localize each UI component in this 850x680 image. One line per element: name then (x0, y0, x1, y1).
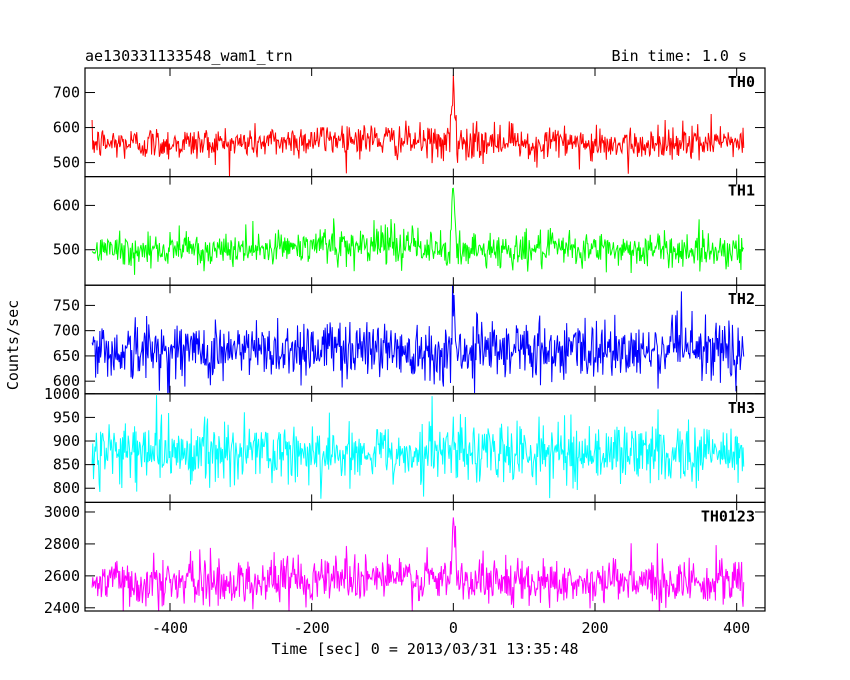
y-tick-label: 900 (53, 432, 80, 450)
series-th2 (91, 285, 745, 394)
series-th1 (91, 187, 745, 275)
x-tick-label: 400 (723, 619, 750, 637)
x-tick-label: -200 (294, 619, 330, 637)
y-tick-label: 2800 (44, 535, 80, 553)
x-tick-label: 200 (581, 619, 608, 637)
y-tick-label: 700 (53, 322, 80, 340)
panel-th1: 500 600 TH1 (53, 176, 766, 286)
y-axis-label: Counts/sec (4, 300, 22, 390)
y-tick-label: 600 (53, 196, 80, 214)
panel-label-th0123: TH0123 (701, 507, 755, 525)
panel-frame (84, 67, 766, 178)
y-tick-label: 500 (53, 154, 80, 172)
y-tick-label: 850 (53, 456, 80, 474)
panel-label-th0: TH0 (728, 73, 755, 91)
y-tick-label: 1000 (44, 385, 80, 403)
panel-th0: 500 600 700 TH0 (53, 67, 766, 178)
x-axis-label: Time [sec] 0 = 2013/03/31 13:35:48 (271, 640, 578, 658)
series-th3 (91, 395, 745, 499)
panel-frame (84, 501, 766, 612)
panel-frame (84, 176, 766, 286)
chart-title-left: ae130331133548_wam1_trn (85, 47, 293, 65)
y-tick-label: 2400 (44, 599, 80, 617)
panel-label-th3: TH3 (728, 399, 755, 417)
panel-label-th1: TH1 (728, 182, 755, 200)
chart-title-right: Bin time: 1.0 s (612, 47, 747, 65)
panel-th3: 800 850 900 950 1000 TH3 (44, 385, 766, 503)
y-tick-label: 750 (53, 296, 80, 314)
series-th0 (91, 74, 745, 177)
series-th0123 (91, 517, 745, 611)
panel-label-th2: TH2 (728, 290, 755, 308)
y-tick-label: 800 (53, 479, 80, 497)
panel-th0123: 2400 2600 2800 3000 TH0123 (44, 501, 766, 617)
y-tick-label: 500 (53, 241, 80, 259)
y-tick-label: 700 (53, 84, 80, 102)
y-tick-label: 3000 (44, 503, 80, 521)
y-tick-label: 600 (53, 372, 80, 390)
x-axis: -400 -200 0 200 400 (152, 619, 750, 637)
y-tick-label: 950 (53, 408, 80, 426)
y-tick-label: 2600 (44, 567, 80, 585)
x-tick-label: -400 (152, 619, 188, 637)
y-tick-label: 600 (53, 119, 80, 137)
y-tick-label: 650 (53, 347, 80, 365)
x-tick-label: 0 (449, 619, 458, 637)
panel-th2: 600 650 700 750 TH2 (53, 284, 766, 395)
